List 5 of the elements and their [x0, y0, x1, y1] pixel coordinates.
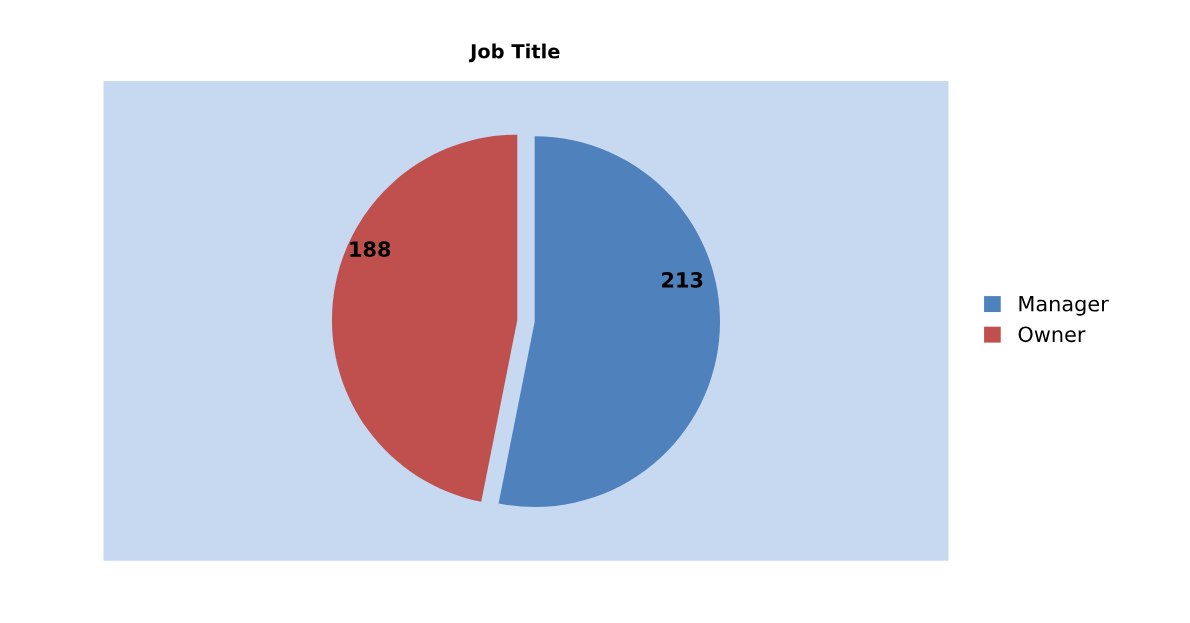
- data-label: 213: [662, 271, 703, 288]
- data-label: 188: [350, 241, 391, 258]
- legend-label: Owner: [1018, 326, 1086, 343]
- chart-title: Job Title: [469, 43, 560, 63]
- legend-label: Manager: [1019, 296, 1109, 316]
